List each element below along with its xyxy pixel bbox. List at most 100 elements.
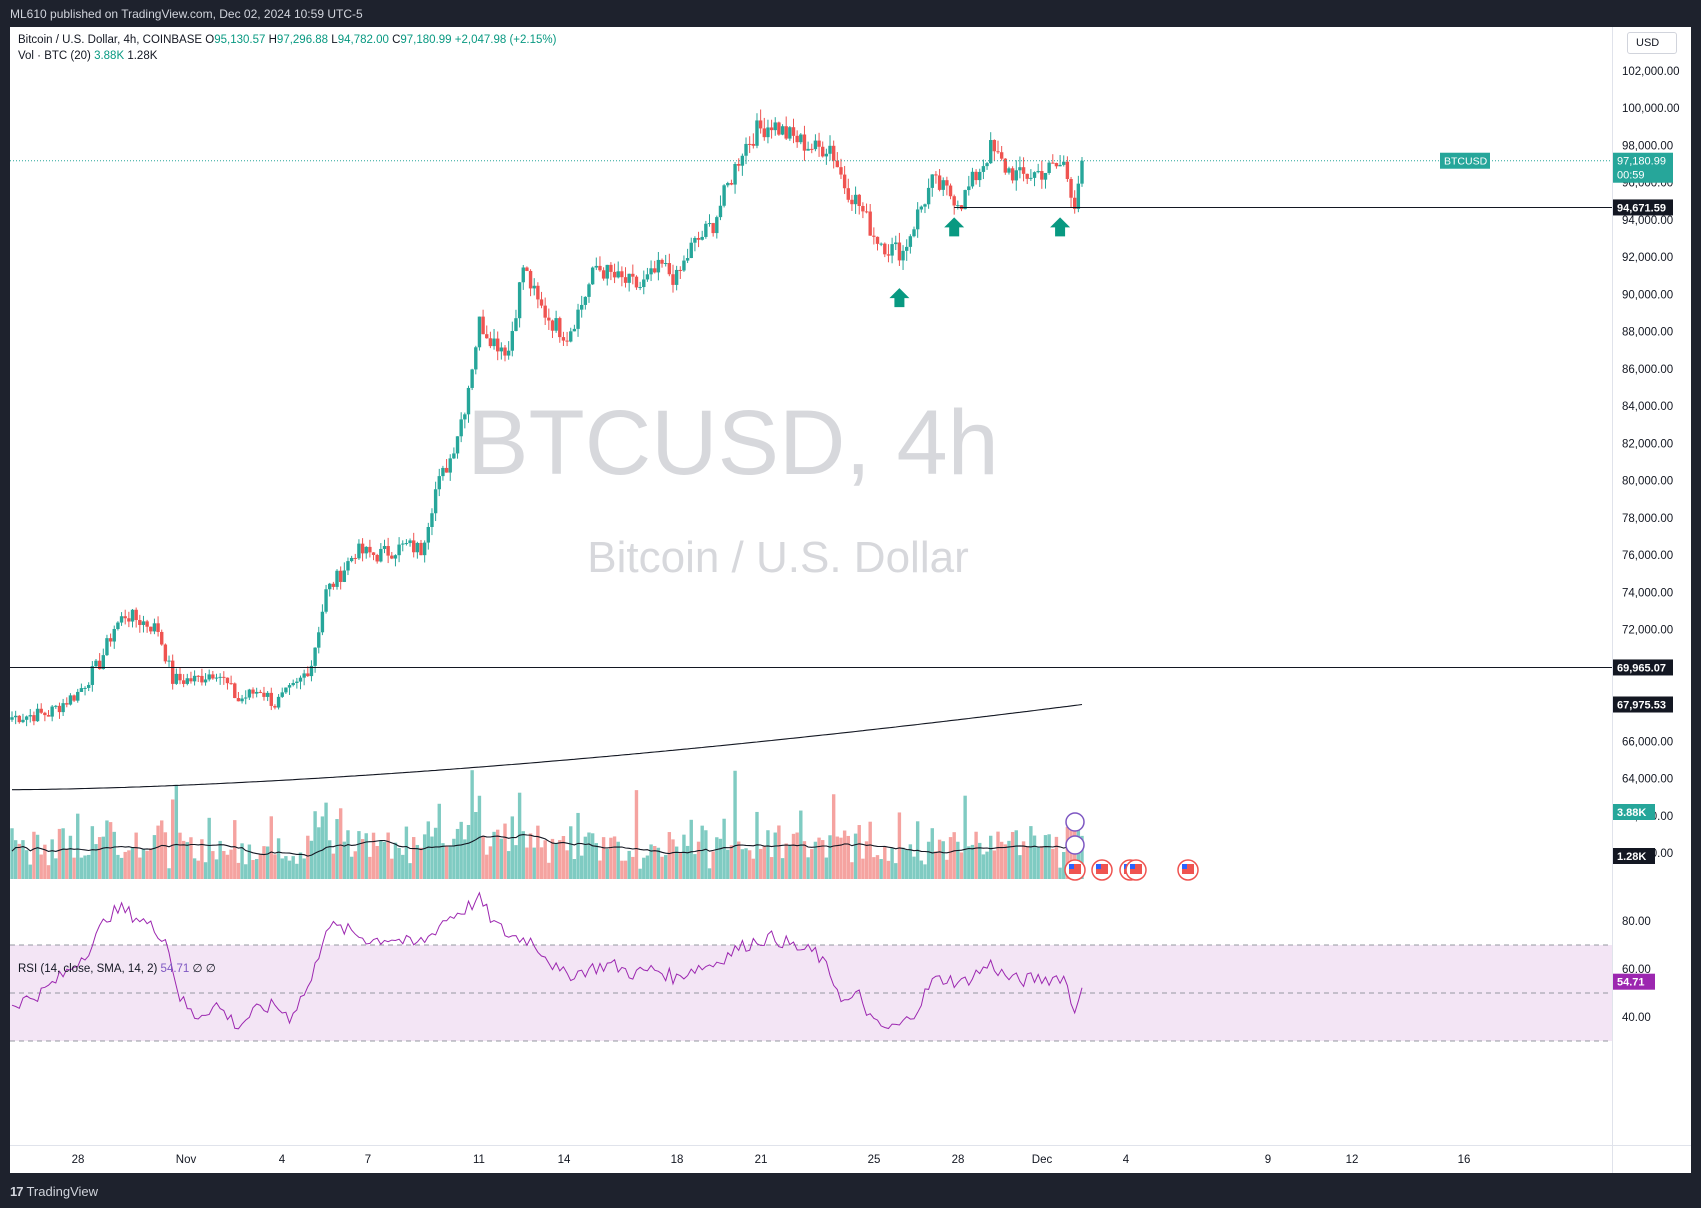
volume-bar [251,860,255,879]
candle-body [236,698,241,702]
candle-body [985,163,989,167]
candle-body [284,687,288,693]
candle-body [130,609,135,622]
candle-body [930,174,934,188]
volume-bar [861,858,865,879]
volume-bar [28,864,32,879]
price-tick-label: 88,000.00 [1622,327,1673,339]
volume-bar [1058,867,1062,879]
candle-body [488,338,493,347]
volume-bar [298,852,303,879]
volume-bar [160,820,164,879]
volume-bar [112,831,116,879]
candle-body [174,673,179,684]
volume-bar [17,843,22,879]
candle-body [404,543,409,545]
rsi-tick-label: 60.00 [1622,964,1651,976]
volume-bar [908,844,913,879]
volume-bar [718,838,723,879]
tradingview-logo[interactable]: 17 TradingView [10,1184,98,1199]
candle-body [119,616,124,623]
tradingview-brand: TradingView [26,1184,99,1199]
candle-body [700,236,704,240]
candle-body [145,621,149,627]
candle-body [864,211,869,213]
volume-bar [791,833,796,879]
candle-body [1043,172,1048,180]
candle-body [1007,168,1011,173]
candle-body [1040,171,1044,180]
price-tick-label: 84,000.00 [1622,401,1673,413]
candle-body [313,647,317,666]
volume-bar [554,843,558,879]
candle-body [116,622,120,630]
volume-bar [883,846,887,879]
volume-bar [134,832,138,879]
volume-bar [415,844,420,879]
volume-bar [353,851,357,879]
volume-bar [897,812,902,879]
symbol-tag-bg [1440,152,1490,169]
us-flag-icon [1064,859,1086,881]
candle-body [766,127,770,138]
candle-body [470,369,474,388]
volume-bar [495,829,500,879]
candle-body [481,316,485,335]
candle-body [514,318,518,332]
volume-bar [981,854,986,879]
candle-body [503,347,507,356]
volume-bar [934,851,938,879]
volume-bar [156,825,160,879]
candle-body [379,548,383,562]
volume-bar [273,854,277,879]
candle-body [415,542,420,553]
volume-bar [375,845,379,879]
rsi-tick-label: 80.00 [1622,916,1651,928]
volume-bar [331,853,336,879]
volume-bar [225,854,230,879]
candle-body [897,242,902,261]
volume-bar [937,839,942,879]
candle-body [244,697,248,699]
candle-body [357,543,361,559]
chart-container[interactable]: BTCUSD, 4h Bitcoin / U.S. Dollar 102,000.0… [10,27,1691,1173]
candle-body [112,629,116,642]
volume-bar [1010,831,1015,879]
candle-body [905,246,909,251]
candle-body [57,705,62,713]
time-tick-label: Dec [1032,1154,1053,1166]
volume-bar [254,858,259,879]
candle-body [667,263,672,275]
volume-bar [521,831,525,879]
candle-body [65,703,69,705]
candle-body [214,677,219,679]
price-tick-label: 102,000.00 [1622,66,1680,78]
candle-body [401,543,405,545]
volume-bar [258,853,263,879]
candle-body [565,340,569,342]
candle-body [200,675,204,683]
chart-svg[interactable]: BTCUSD, 4h Bitcoin / U.S. Dollar 102,000.0… [10,27,1691,1173]
open-label: O [205,34,215,46]
volume-bar [853,833,858,879]
volume-bar [923,864,927,879]
candle-body [572,328,577,332]
candle-body [178,673,182,681]
volume-bar [302,858,306,879]
candle-body [758,120,763,129]
candle-body [247,689,252,698]
currency-button[interactable]: USD [1627,32,1677,54]
volume-bar [481,835,485,879]
volume-bar [309,840,314,879]
time-tick-label: 12 [1346,1154,1359,1166]
time-tick-label: 7 [365,1154,371,1166]
volume-bar [167,868,171,879]
candle-body [39,708,43,713]
candle-body [273,705,277,708]
candle-body [1010,168,1015,181]
volume-bar [930,828,934,879]
candle-body [755,120,759,146]
time-tick-label: 14 [558,1154,571,1166]
close-value: 97,180.99 [400,34,452,46]
volume-bar [244,864,248,879]
